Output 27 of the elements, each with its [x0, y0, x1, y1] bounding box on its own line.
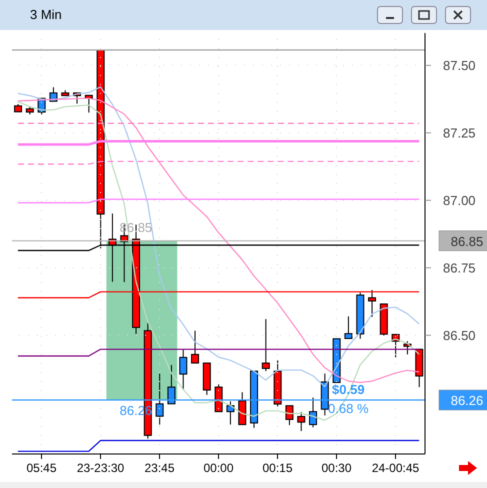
chart-title: 3 Min	[30, 7, 62, 22]
candlestick	[191, 330, 200, 364]
x-tick-label: 24-00:45	[372, 461, 420, 475]
y-tick-label: 87.25	[443, 125, 476, 140]
x-tick-label: 23:45	[144, 461, 175, 475]
x-tick-label: 00:00	[203, 461, 234, 475]
ref-line-label: 86.85	[450, 234, 484, 249]
candlestick	[238, 392, 246, 426]
candlestick	[285, 405, 294, 426]
x-tick-label: 23-23:30	[76, 461, 125, 475]
candlestick	[309, 397, 318, 428]
candlestick	[179, 349, 188, 391]
annotation: 0.68 %	[328, 401, 369, 416]
x-tick-label: 00:15	[262, 461, 293, 475]
candlestick	[344, 316, 352, 339]
candlestick	[167, 364, 176, 404]
y-tick-label: 87.00	[443, 192, 476, 208]
annotation: $0.59	[332, 382, 365, 398]
candlestick	[262, 318, 270, 372]
y-tick-label: 86.50	[443, 328, 476, 343]
x-tick-label: 05:45	[26, 461, 57, 475]
candlestick	[297, 412, 306, 432]
candlestick	[156, 373, 164, 426]
y-tick-label: 87.50	[443, 58, 476, 73]
x-tick-label: 00:30	[321, 461, 352, 475]
ref-line-label: 86.26	[450, 393, 484, 408]
y-tick-label: 86.75	[443, 260, 476, 276]
